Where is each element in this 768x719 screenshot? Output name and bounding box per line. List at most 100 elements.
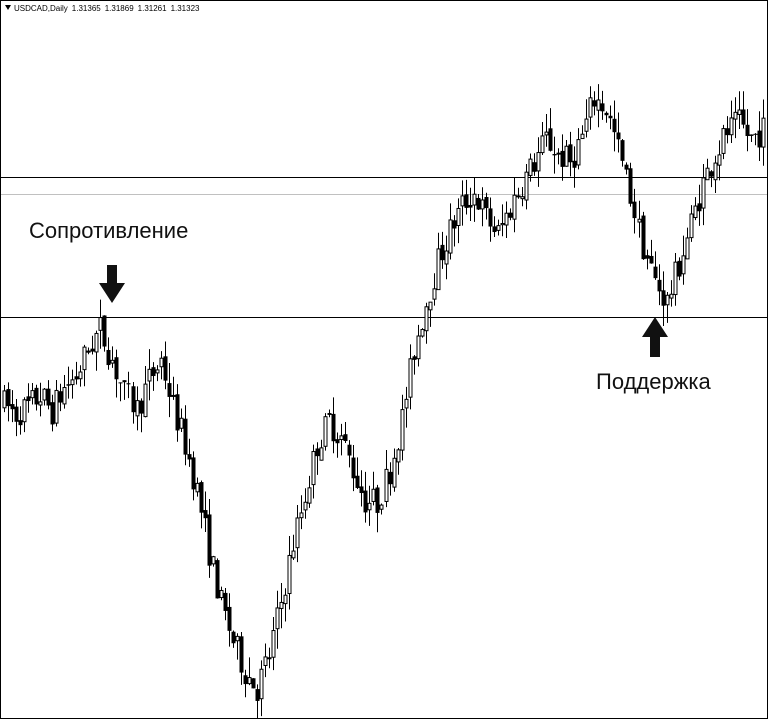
candle-body-bull [78, 371, 83, 380]
candle-body-bull [456, 207, 461, 227]
candle [556, 148, 561, 165]
candle-body-bull [98, 317, 103, 331]
dropdown-triangle-icon[interactable] [5, 5, 11, 10]
candle-body-bull [38, 401, 43, 406]
candle-body-bull [279, 601, 284, 609]
candle-body-bear [46, 388, 51, 406]
candle [54, 379, 59, 427]
candle-body-bull [339, 435, 344, 441]
candle [524, 163, 529, 210]
candle-body-bear [223, 592, 228, 611]
candle [34, 384, 39, 411]
candle [424, 302, 429, 344]
candle-body-bear [114, 357, 119, 380]
candle-body-bear [163, 356, 168, 381]
candle-body-bull [673, 261, 678, 296]
open-value: 1.31365 [71, 4, 101, 13]
candle-body-bull [219, 589, 224, 599]
candle-body-bull [528, 158, 533, 176]
candle-body-bull [588, 97, 593, 118]
candle [508, 208, 513, 221]
candle-body-bear [572, 160, 577, 168]
candle-body-bull [504, 212, 509, 226]
candle [440, 231, 445, 269]
candle [520, 187, 525, 207]
candle-body-bull [717, 154, 722, 166]
candle-body-bull [211, 556, 216, 565]
candle [58, 383, 63, 412]
candle [396, 447, 401, 475]
candle [367, 485, 372, 526]
candle-body-bear [251, 678, 256, 689]
candle-body-bear [343, 434, 348, 442]
candle-body-bear [604, 112, 609, 116]
candle-body-bull [729, 117, 734, 136]
candle-body-bull [669, 293, 674, 299]
candle-body-bear [657, 279, 662, 292]
candle-body-bull [307, 487, 312, 504]
candle [335, 432, 340, 458]
candle-body-bear [102, 315, 107, 347]
candle-body-bear [641, 215, 646, 260]
candle [255, 684, 260, 719]
candle-body-bull [247, 677, 252, 685]
chart-header: USDCAD,Daily 1.31365 1.31869 1.31261 1.31323 [5, 4, 203, 13]
candle [355, 457, 360, 490]
close-value: 1.31323 [170, 4, 200, 13]
candle-body-bull [62, 387, 67, 405]
candle-body-bear [649, 255, 654, 264]
low-value: 1.31261 [137, 4, 167, 13]
candle [78, 365, 83, 387]
candle [420, 328, 425, 338]
candle [568, 131, 573, 177]
candle [179, 408, 184, 433]
candle-body-bear [126, 383, 131, 385]
candle-body-bear [331, 413, 336, 442]
candle-body-bear [532, 162, 537, 172]
candle [564, 140, 569, 167]
candle-body-bull [416, 335, 421, 360]
candle [167, 363, 172, 418]
candle [584, 99, 589, 138]
candle-body-bear [552, 154, 557, 156]
candle-body-bear [484, 197, 489, 209]
candle [412, 355, 417, 375]
candle-body-bear [600, 103, 605, 112]
candle [371, 471, 376, 506]
candle [480, 187, 485, 227]
candle-body-bear [612, 118, 617, 133]
candle [331, 397, 336, 454]
candle [343, 422, 348, 444]
candle-body-bull [536, 152, 541, 172]
candle-body-bear [6, 389, 11, 407]
candle-body-bear [468, 204, 473, 208]
candle-body-bear [548, 128, 553, 151]
candle [729, 100, 734, 144]
support-label: Поддержка [596, 369, 711, 394]
candle [2, 385, 7, 413]
candle [753, 133, 758, 146]
candle [379, 503, 384, 515]
candle-body-bear [745, 124, 750, 137]
candle-body-bull [737, 109, 742, 115]
candle [102, 315, 107, 352]
candle [460, 180, 465, 226]
candle [122, 380, 127, 400]
up-arrow-icon [642, 317, 668, 357]
candle-body-bull [159, 357, 164, 368]
candle [745, 109, 750, 152]
candle-body-bull [681, 255, 686, 275]
candle [359, 470, 364, 507]
candle [717, 140, 722, 181]
candle-body-bear [464, 194, 469, 208]
candle-body-bull [303, 501, 308, 511]
candle-body-bull [384, 468, 389, 502]
candle-body-bear [677, 260, 682, 277]
candle [416, 324, 421, 367]
candle [512, 177, 517, 233]
candle-body-bear [231, 631, 236, 644]
candle-body-bull [122, 380, 127, 383]
candle-body-bear [355, 475, 360, 488]
candle-body-bull [70, 379, 75, 386]
